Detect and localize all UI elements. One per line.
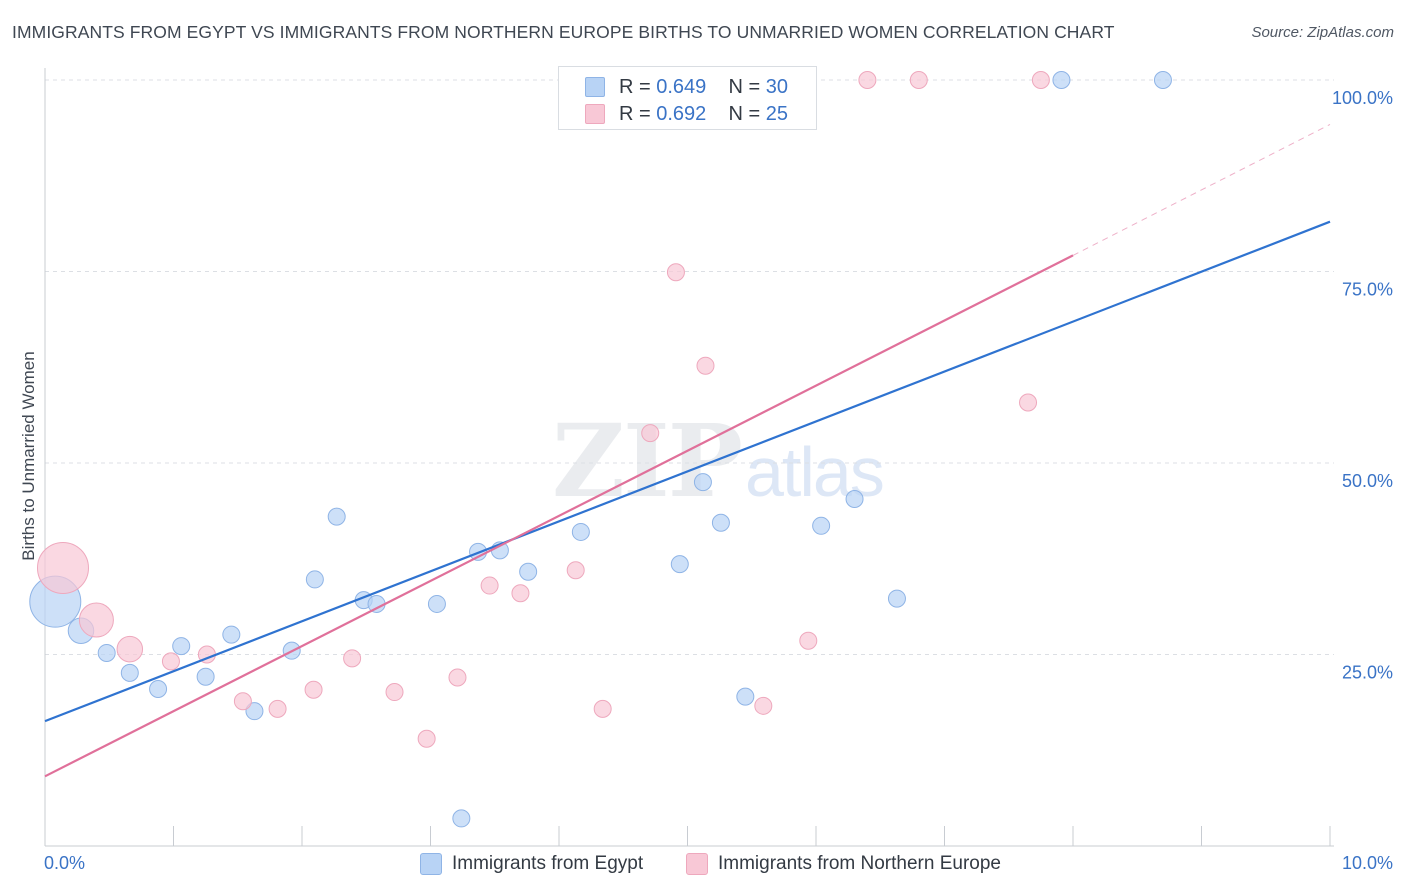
y-tick-label: 75.0% (1342, 280, 1393, 300)
point-egypt (571, 522, 590, 541)
trend-line-egypt (44, 220, 1331, 723)
point-egypt (1052, 71, 1071, 89)
y-tick-label: 50.0% (1342, 471, 1393, 491)
trend-layer (44, 123, 1331, 778)
point-egypt (1153, 71, 1172, 89)
northern-europe-swatch (585, 104, 605, 124)
point-northern-europe (304, 680, 323, 699)
point-northern-europe (385, 683, 404, 702)
point-egypt (97, 643, 116, 662)
point-egypt (367, 594, 386, 613)
point-northern-europe (268, 699, 287, 718)
point-northern-europe (161, 652, 180, 671)
point-northern-europe (1019, 393, 1038, 412)
point-northern-europe (696, 356, 715, 375)
legend-egypt-label: Immigrants from Egypt (452, 853, 644, 874)
point-northern-europe (417, 729, 436, 748)
watermark: ZIPatlas (552, 402, 885, 520)
point-egypt (711, 513, 730, 532)
stat-row-egypt: R = 0.649 N = 30 (585, 73, 788, 101)
legend-northern-europe-swatch (686, 853, 708, 875)
chart-source: Source: ZipAtlas.com (1251, 24, 1394, 41)
point-egypt (693, 473, 712, 492)
point-egypt (736, 687, 755, 706)
x-tick-label: 0.0% (44, 853, 85, 873)
point-northern-europe (858, 71, 877, 89)
stat-legend: R = 0.649 N = 30 R = 0.692 N = 25 (558, 66, 817, 130)
point-northern-europe (480, 576, 499, 595)
point-northern-europe (511, 584, 530, 603)
point-egypt (120, 663, 139, 682)
point-northern-europe (448, 668, 467, 687)
legend-item-northern-europe: Immigrants from Northern Europe (686, 851, 1001, 877)
legend-item-egypt: Immigrants from Egypt (420, 851, 643, 877)
legend-northern-europe-label: Immigrants from Northern Europe (718, 853, 1001, 874)
point-northern-europe (233, 692, 252, 711)
point-northern-europe (343, 649, 362, 668)
point-northern-europe (593, 699, 612, 718)
point-egypt (149, 679, 168, 698)
stat-row-northern-europe: R = 0.692 N = 25 (585, 100, 788, 128)
point-egypt (812, 516, 831, 535)
trend-extension-northern-europe (1072, 123, 1331, 256)
point-egypt (519, 562, 538, 581)
axis-layer (44, 68, 1334, 847)
watermark-zip: ZIP (552, 402, 743, 520)
point-egypt (245, 702, 264, 721)
point-northern-europe (36, 541, 89, 594)
point-egypt (845, 490, 864, 509)
point-egypt (427, 594, 446, 613)
egypt-swatch (585, 77, 605, 97)
point-egypt (670, 555, 689, 574)
points-layer (29, 71, 1172, 828)
stat-northern-europe-text: R = 0.692 N = 25 (619, 102, 789, 125)
point-northern-europe (666, 263, 685, 282)
legend-egypt-swatch (420, 853, 442, 875)
trend-line-northern-europe (44, 254, 1074, 778)
point-northern-europe (754, 696, 773, 715)
chart-title: IMMIGRANTS FROM EGYPT VS IMMIGRANTS FROM… (12, 22, 1115, 42)
stat-egypt-text: R = 0.649 N = 30 (619, 75, 789, 98)
grid-layer (45, 79, 1334, 655)
point-northern-europe (799, 631, 818, 650)
point-northern-europe (566, 561, 585, 580)
point-northern-europe (116, 635, 144, 663)
label-layer: 25.0% 50.0% 75.0% 100.0% 0.0% 10.0% (44, 88, 1393, 873)
point-northern-europe (1031, 71, 1050, 89)
point-egypt (452, 809, 471, 828)
point-northern-europe (909, 71, 928, 89)
point-egypt (222, 625, 241, 644)
x-tick-label: 10.0% (1342, 853, 1393, 873)
point-egypt (327, 507, 346, 526)
point-northern-europe (641, 424, 660, 443)
point-egypt (172, 637, 191, 656)
point-egypt (196, 667, 215, 686)
point-egypt (305, 570, 324, 589)
point-egypt (887, 589, 906, 608)
y-tick-label: 25.0% (1342, 663, 1393, 683)
point-northern-europe (78, 602, 114, 638)
y-tick-label: 100.0% (1332, 88, 1393, 108)
